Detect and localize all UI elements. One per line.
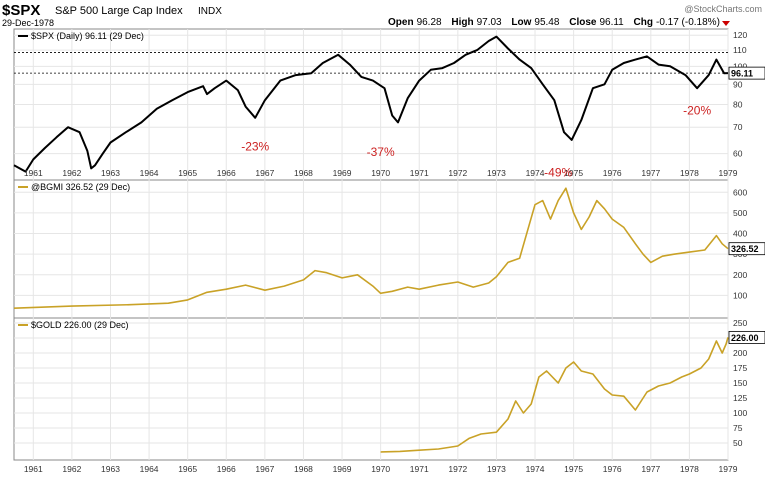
bottom-year-label: 1967	[255, 464, 274, 474]
gold-y-tick-label: 50	[733, 438, 743, 448]
spx-year-label: 1976	[603, 168, 622, 178]
bottom-year-label: 1962	[62, 464, 81, 474]
gold-series-line	[380, 337, 729, 453]
bottom-year-label: 1963	[101, 464, 120, 474]
gold-y-tick-label: 75	[733, 423, 743, 433]
spx-y-tick-label: 100	[733, 61, 747, 71]
spx-year-label: 1965	[178, 168, 197, 178]
gold-panel-frame	[13, 317, 729, 461]
gold-y-tick-label: 175	[733, 363, 747, 373]
bottom-year-label: 1968	[294, 464, 313, 474]
gold-y-tick-label: 125	[733, 393, 747, 403]
bgmi-last-value-label: 326.52	[731, 244, 759, 254]
spx-year-label: 1963	[101, 168, 120, 178]
exchange-label: INDX	[198, 6, 222, 17]
spx-y-tick-label: 90	[733, 79, 743, 89]
bgmi-y-tick-label: 400	[733, 229, 747, 239]
quote-high-label: High	[451, 17, 473, 28]
bgmi-last-value-box	[728, 242, 765, 256]
spx-y-tick-label: 70	[733, 122, 743, 132]
bottom-year-label: 1969	[333, 464, 352, 474]
down-arrow-icon	[722, 21, 730, 26]
quote-low-value: 95.48	[534, 17, 559, 28]
bgmi-legend: @BGMI 326.52 (29 Dec)	[31, 182, 130, 192]
spx-year-label: 1964	[140, 168, 159, 178]
symbol-title: $SPX	[2, 2, 40, 19]
spx-year-label: 1962	[62, 168, 81, 178]
bgmi-series-line	[13, 187, 729, 309]
bgmi-y-tick-label: 200	[733, 270, 747, 280]
drawdown-label: -23%	[241, 140, 269, 154]
bottom-year-label: 1979	[719, 464, 738, 474]
quote-chg-value: -0.17 (-0.18%)	[656, 17, 720, 28]
bottom-year-label: 1978	[680, 464, 699, 474]
bottom-year-label: 1974	[526, 464, 545, 474]
spx-last-value-box	[728, 66, 765, 80]
gold-y-tick-label: 150	[733, 378, 747, 388]
quote-chg-label: Chg	[634, 17, 653, 28]
bgmi-y-tick-label: 600	[733, 187, 747, 197]
spx-year-label: 1967	[255, 168, 274, 178]
drawdown-label: -20%	[683, 104, 711, 118]
spx-year-label: 1966	[217, 168, 236, 178]
bottom-year-label: 1971	[410, 464, 429, 474]
drawdown-label: -49%	[544, 165, 572, 179]
bgmi-panel-frame	[13, 179, 729, 319]
stockcharts-watermark: @StockCharts.com	[684, 4, 762, 14]
bottom-year-label: 1966	[217, 464, 236, 474]
quote-low-label: Low	[511, 17, 531, 28]
quote-bar: Open 96.28 High 97.03 Low 95.48 Close 96.11 …	[388, 17, 720, 28]
spx-year-label: 1970	[371, 168, 390, 178]
bottom-year-label: 1964	[140, 464, 159, 474]
spx-y-tick-label: 120	[733, 30, 747, 40]
spx-year-label: 1979	[719, 168, 738, 178]
spx-year-label: 1977	[641, 168, 660, 178]
bottom-year-label: 1973	[487, 464, 506, 474]
index-name: S&P 500 Large Cap Index	[55, 5, 183, 17]
bottom-year-label: 1961	[24, 464, 43, 474]
spx-year-label: 1971	[410, 168, 429, 178]
gold-y-tick-label: 200	[733, 348, 747, 358]
bgmi-y-tick-label: 100	[733, 290, 747, 300]
spx-year-label: 1974	[526, 168, 545, 178]
gold-last-value-box	[728, 330, 765, 344]
gold-y-tick-label: 100	[733, 408, 747, 418]
gold-y-tick-label: 250	[733, 318, 747, 328]
bgmi-y-tick-label: 500	[733, 208, 747, 218]
quote-high-value: 97.03	[477, 17, 502, 28]
spx-last-value-label: 96.11	[731, 69, 753, 79]
label-layer: 1961 1961 1962 1962 1963 1963 1964 1964 1965 1965…	[18, 30, 765, 474]
spx-year-label: 1969	[333, 168, 352, 178]
spx-year-label: 1961	[24, 168, 43, 178]
bottom-year-label: 1976	[603, 464, 622, 474]
gold-legend: $GOLD 226.00 (29 Dec)	[31, 320, 129, 330]
spx-year-label: 1973	[487, 168, 506, 178]
spx-y-tick-label: 80	[733, 99, 743, 109]
spx-year-label: 1975	[564, 168, 583, 178]
series-layer	[13, 35, 729, 453]
quote-open-label: Open	[388, 17, 414, 28]
bottom-year-label: 1970	[371, 464, 390, 474]
bottom-year-label: 1977	[641, 464, 660, 474]
grid-layer	[14, 29, 729, 460]
quote-close-value: 96.11	[599, 17, 624, 28]
drawdown-label: -37%	[367, 145, 395, 159]
spx-year-label: 1978	[680, 168, 699, 178]
gold-last-value-label: 226.00	[731, 333, 759, 343]
spx-year-label: 1972	[448, 168, 467, 178]
spx-legend: $SPX (Daily) 96.11 (29 Dec)	[31, 31, 144, 41]
spx-y-tick-label: 60	[733, 149, 743, 159]
quote-close-label: Close	[569, 17, 597, 28]
quote-open-value: 96.28	[417, 17, 442, 28]
spx-series-line	[13, 35, 729, 173]
spx-y-tick-label: 110	[733, 45, 747, 55]
bottom-year-label: 1972	[448, 464, 467, 474]
bottom-year-label: 1975	[564, 464, 583, 474]
bottom-year-label: 1965	[178, 464, 197, 474]
chart-date: 29-Dec-1978	[2, 18, 54, 28]
spx-year-label: 1968	[294, 168, 313, 178]
